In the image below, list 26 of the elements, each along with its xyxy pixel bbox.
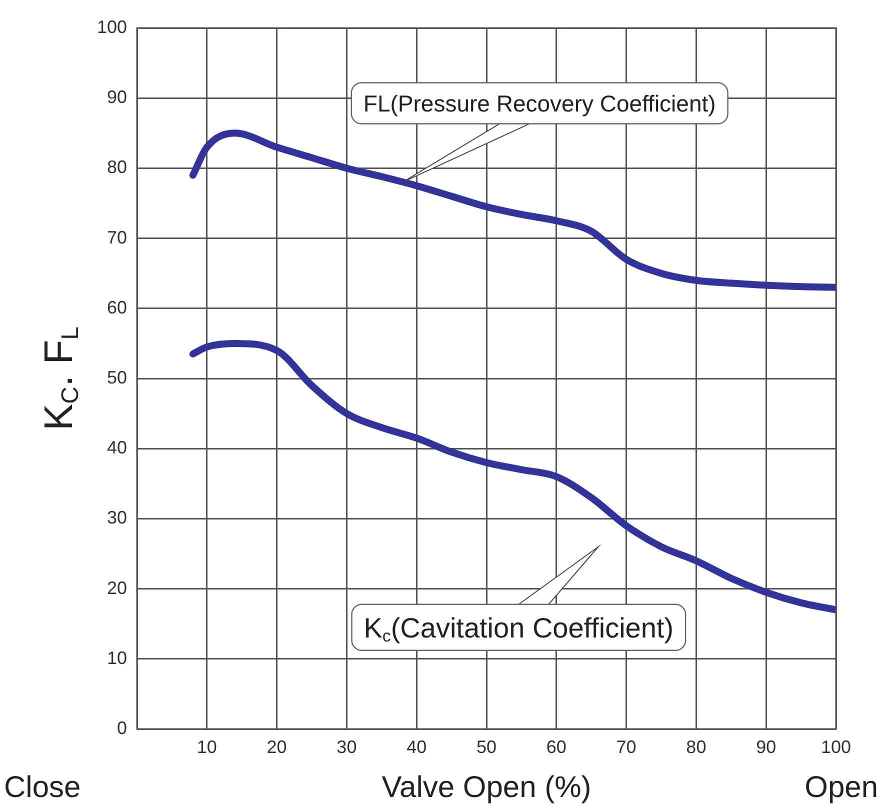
x-tick-label: 40 [406, 736, 427, 757]
text: Close [4, 771, 81, 804]
y-tick-label: 100 [96, 16, 127, 37]
y-tick-label: 30 [106, 508, 127, 528]
annotation: FL(Pressure Recovery Coefficient) [363, 90, 716, 116]
x-tick-label: 60 [546, 736, 566, 757]
x-tick-label: 90 [756, 736, 776, 757]
y-tick-label: 90 [106, 87, 127, 108]
y-tick-label: 70 [106, 227, 127, 248]
x-tick-label: 30 [336, 736, 357, 757]
y-tick-label: 40 [106, 438, 127, 458]
text: Open [804, 771, 878, 804]
x-tick-label: 50 [476, 736, 497, 757]
x-axis-title: Valve Open (%) [382, 771, 592, 804]
x-tick-label: 10 [196, 736, 217, 757]
y-axis-title: KC. FL [37, 326, 84, 431]
y-tick-label: 10 [106, 648, 127, 668]
x-tick-label: 100 [820, 736, 852, 757]
x-tick-label: 20 [266, 736, 287, 757]
x-tick-label: 70 [616, 736, 636, 757]
y-tick-label: 20 [106, 578, 127, 598]
x-tick-label: 80 [686, 736, 706, 757]
y-tick-label: 0 [116, 718, 127, 738]
y-tick-label: 60 [106, 297, 127, 318]
y-tick-label: 50 [106, 367, 127, 388]
y-tick-label: 80 [106, 157, 127, 178]
